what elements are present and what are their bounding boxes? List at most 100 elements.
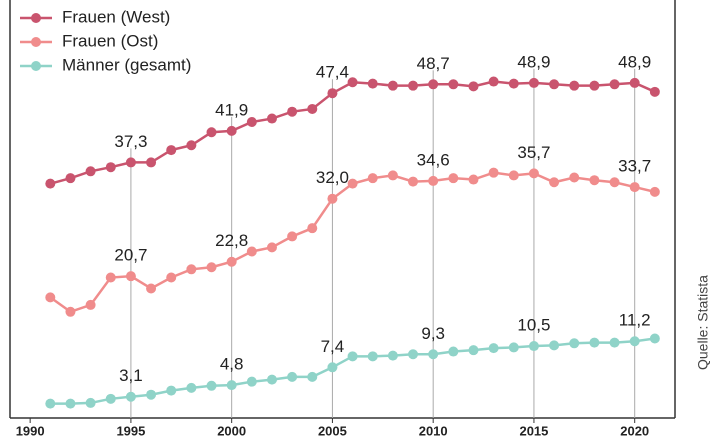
point xyxy=(549,177,560,188)
point xyxy=(649,333,660,344)
point xyxy=(488,76,499,87)
x-tick-label: 2000 xyxy=(217,423,246,438)
point xyxy=(307,371,318,382)
point xyxy=(125,271,136,282)
point xyxy=(65,398,76,409)
point xyxy=(287,231,298,242)
data-label: 9,3 xyxy=(421,324,445,343)
point xyxy=(609,177,620,188)
point xyxy=(629,336,640,347)
point xyxy=(327,362,338,373)
point xyxy=(146,157,157,168)
legend-label: Frauen (Ost) xyxy=(62,31,158,50)
point xyxy=(508,170,519,181)
point xyxy=(508,342,519,353)
point xyxy=(166,272,177,283)
point xyxy=(287,371,298,382)
point xyxy=(569,172,580,183)
point xyxy=(549,340,560,351)
point xyxy=(387,170,398,181)
point xyxy=(367,78,378,89)
point xyxy=(387,80,398,91)
point xyxy=(266,242,277,253)
x-tick-label: 1995 xyxy=(116,423,145,438)
point xyxy=(347,77,358,88)
point xyxy=(226,256,237,267)
point xyxy=(45,398,56,409)
point xyxy=(327,193,338,204)
point xyxy=(146,283,157,294)
point xyxy=(125,391,136,402)
data-label: 48,9 xyxy=(517,52,550,71)
x-tick-label: 2015 xyxy=(519,423,548,438)
point xyxy=(488,343,499,354)
point xyxy=(266,374,277,385)
point xyxy=(408,176,419,187)
point xyxy=(367,173,378,184)
point xyxy=(408,80,419,91)
point xyxy=(448,346,459,357)
data-label: 33,7 xyxy=(618,157,651,176)
data-label: 35,7 xyxy=(517,143,550,162)
point xyxy=(226,125,237,136)
point xyxy=(246,246,257,257)
data-label: 10,5 xyxy=(517,316,550,335)
legend-label: Frauen (West) xyxy=(62,7,170,26)
point xyxy=(65,306,76,317)
point xyxy=(649,86,660,97)
point xyxy=(105,272,116,283)
legend-marker xyxy=(31,13,41,23)
point xyxy=(428,79,439,90)
point xyxy=(387,350,398,361)
point xyxy=(609,337,620,348)
point xyxy=(125,157,136,168)
point xyxy=(166,145,177,156)
x-tick-label: 2020 xyxy=(620,423,649,438)
point xyxy=(629,182,640,193)
point xyxy=(549,79,560,90)
point xyxy=(528,77,539,88)
point xyxy=(105,393,116,404)
point xyxy=(448,79,459,90)
source: Quelle: Statista xyxy=(695,275,711,370)
point xyxy=(85,397,96,408)
data-label: 48,9 xyxy=(618,52,651,71)
point xyxy=(448,173,459,184)
data-label: 41,9 xyxy=(215,100,248,119)
point xyxy=(347,178,358,189)
point xyxy=(307,103,318,114)
point xyxy=(589,80,600,91)
point xyxy=(428,175,439,186)
point xyxy=(347,351,358,362)
point xyxy=(146,389,157,400)
data-label: 48,7 xyxy=(417,54,450,73)
data-label: 3,1 xyxy=(119,366,143,385)
x-tick-label: 2010 xyxy=(419,423,448,438)
series-line xyxy=(49,171,656,314)
legend-label: Männer (gesamt) xyxy=(62,55,191,74)
point xyxy=(629,77,640,88)
point xyxy=(85,299,96,310)
point xyxy=(186,264,197,275)
point xyxy=(367,351,378,362)
x-tick-label: 1990 xyxy=(16,423,45,438)
point xyxy=(65,173,76,184)
point xyxy=(287,106,298,117)
point xyxy=(468,174,479,185)
legend-marker xyxy=(31,61,41,71)
point xyxy=(468,345,479,356)
point xyxy=(246,116,257,127)
point xyxy=(488,167,499,178)
legend-marker xyxy=(31,37,41,47)
data-label: 4,8 xyxy=(220,355,244,374)
point xyxy=(226,380,237,391)
point xyxy=(246,376,257,387)
data-label: 7,4 xyxy=(321,337,345,356)
point xyxy=(166,385,177,396)
point xyxy=(85,166,96,177)
point xyxy=(528,341,539,352)
point xyxy=(408,349,419,360)
point xyxy=(569,338,580,349)
point xyxy=(105,162,116,173)
